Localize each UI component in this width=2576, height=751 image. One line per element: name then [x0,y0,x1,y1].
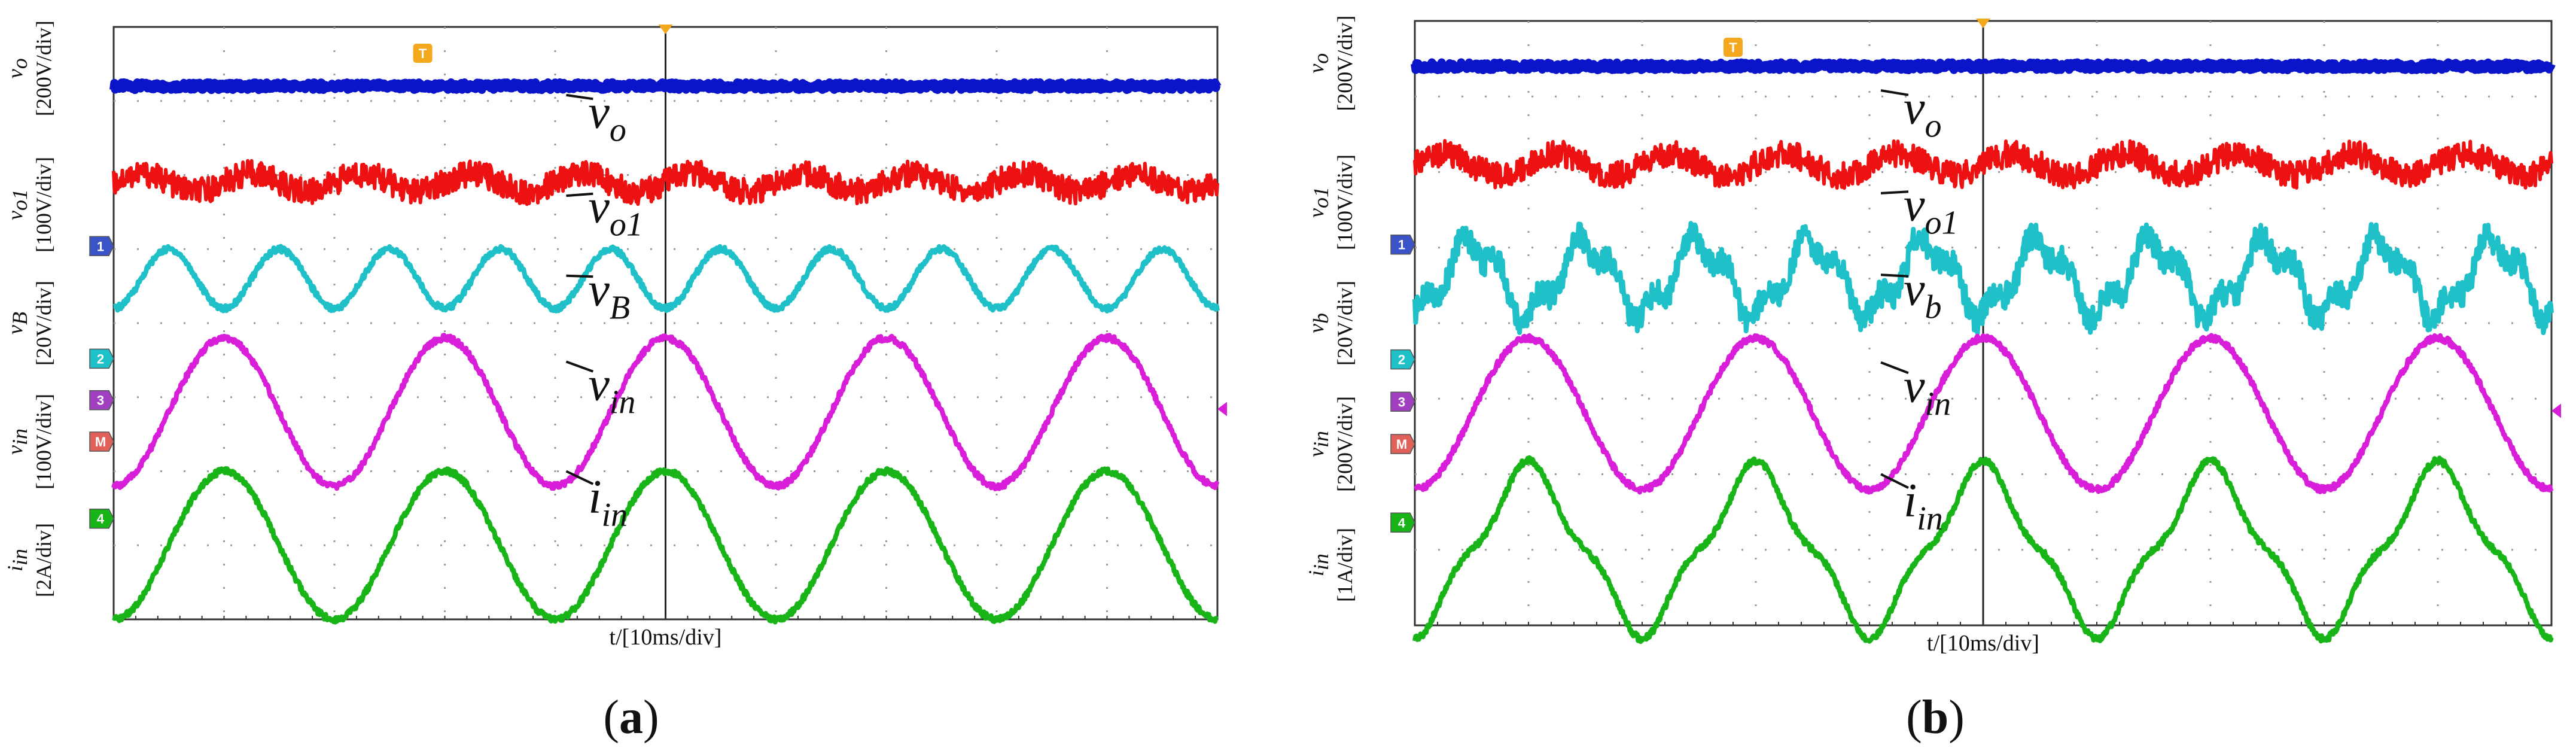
series-line-vB [112,244,1220,314]
series-line-vo [1411,58,2556,74]
channel-marker-icon [1390,512,1415,533]
annotation-leader-line [1880,89,1909,96]
channel-marker-icon [89,236,114,257]
channel-marker-label: 2 [1398,352,1405,367]
annotation-leader-line [1880,273,1909,278]
annotation-leader-line [565,360,594,373]
series-line-iin [111,466,1219,625]
channel-marker-icon [89,431,114,452]
series-line-vo1 [112,159,1219,206]
waveform-annotation-vo: vo [1904,82,1942,145]
series-line-vo [109,78,1222,95]
channel-marker-label: 3 [97,393,104,408]
y-axis-label-vo1: vo1[100V/div] [3,157,56,253]
annotation-leader-line [565,470,594,485]
series-line-vb [1412,221,2554,336]
channel-marker-icon [1390,349,1415,370]
y-axis-label-vo: vo[200V/div] [3,20,56,116]
panel-caption: (b) [1906,691,1965,744]
annotation-leader-line [1880,190,1909,194]
channel-marker-label: M [95,434,106,449]
oscilloscope-panel-b: T 1 2 3 M 4 vo vo1 vb vin iin vo[200V/div] vo1[100V/… [1304,16,2561,744]
y-axis-label-vo: vo[200V/div] [1304,16,1357,111]
y-axis-label: vo[200V/div] vo1[100V/div] vB[20V/div] vin[… [3,20,56,597]
waveform-annotation-vo1: vo1 [1904,178,1959,241]
reference-marker-icon [2551,403,2561,418]
annotation-leader-line [566,93,593,101]
y-axis-label-iin: iin[2A/div] [3,523,56,597]
series-line-vo1 [1413,139,2553,190]
series-line-iin [1412,455,2554,644]
channel-marker-icon [1390,434,1415,454]
panel-caption: (a) [603,691,659,744]
channel-marker-label: 2 [97,351,104,366]
waveform-annotation-vo: vo [588,86,626,148]
annotation-leader-line [566,192,593,197]
series-line-vin [111,333,1220,491]
waveform-annotation-vo1: vo1 [588,181,643,244]
y-axis-label: vo[200V/div] vo1[100V/div] vb[20V/div] vin[… [1304,16,1357,602]
y-axis-label-vb: vb[20V/div] [1304,281,1357,366]
x-axis-label: t/[10ms/div] [610,625,722,650]
time-position-marker-icon [658,25,673,34]
waveform-annotation-vb: vb [1904,263,1942,326]
channel-marker-icon [89,348,114,369]
waveform-annotation-iin: iin [1904,475,1943,537]
reference-marker-icon [1217,402,1227,416]
time-position-marker-icon [1976,19,1990,28]
waveform-annotation-iin: iin [588,471,628,534]
annotation-leader-line [1880,361,1909,375]
waveform-annotation-vin: vin [588,358,635,421]
series-line-vin [1413,333,2554,495]
channel-marker-label: M [1396,437,1407,452]
y-axis-label-vB: vB[20V/div] [3,281,56,366]
x-axis-label: t/[10ms/div] [1927,631,2039,656]
waveform-annotation-vin: vin [1904,360,1951,422]
y-axis-label-vo1: vo1[100V/div] [1304,154,1357,250]
trigger-marker-label: T [419,46,427,61]
annotation-leader-line [1880,473,1909,489]
trigger-marker-icon [1724,38,1743,57]
trigger-marker-label: T [1729,40,1737,55]
trigger-marker-icon [413,44,433,63]
channel-marker-icon [89,390,114,411]
channel-marker-icon [1390,391,1415,412]
channel-marker-icon [1390,234,1415,255]
waveform-annotation-vB: vB [588,263,630,326]
annotation-leader-line [566,274,593,278]
channel-marker-label: 4 [1398,515,1406,530]
y-axis-label-vin: vin[200V/div] [1304,396,1357,492]
oscilloscope-panel-a: T 1 2 3 M 4 vo vo1 vB vin iin vo[200V/div] vo1[100V/… [3,20,1227,744]
channel-marker-label: 3 [1398,394,1405,409]
channel-marker-label: 4 [97,512,105,527]
y-axis-label-iin: iin[1A/div] [1304,528,1357,602]
y-axis-label-vin: vin[100V/div] [3,394,56,489]
channel-marker-label: 1 [1398,238,1405,253]
channel-marker-icon [89,508,114,529]
channel-marker-label: 1 [97,239,104,254]
